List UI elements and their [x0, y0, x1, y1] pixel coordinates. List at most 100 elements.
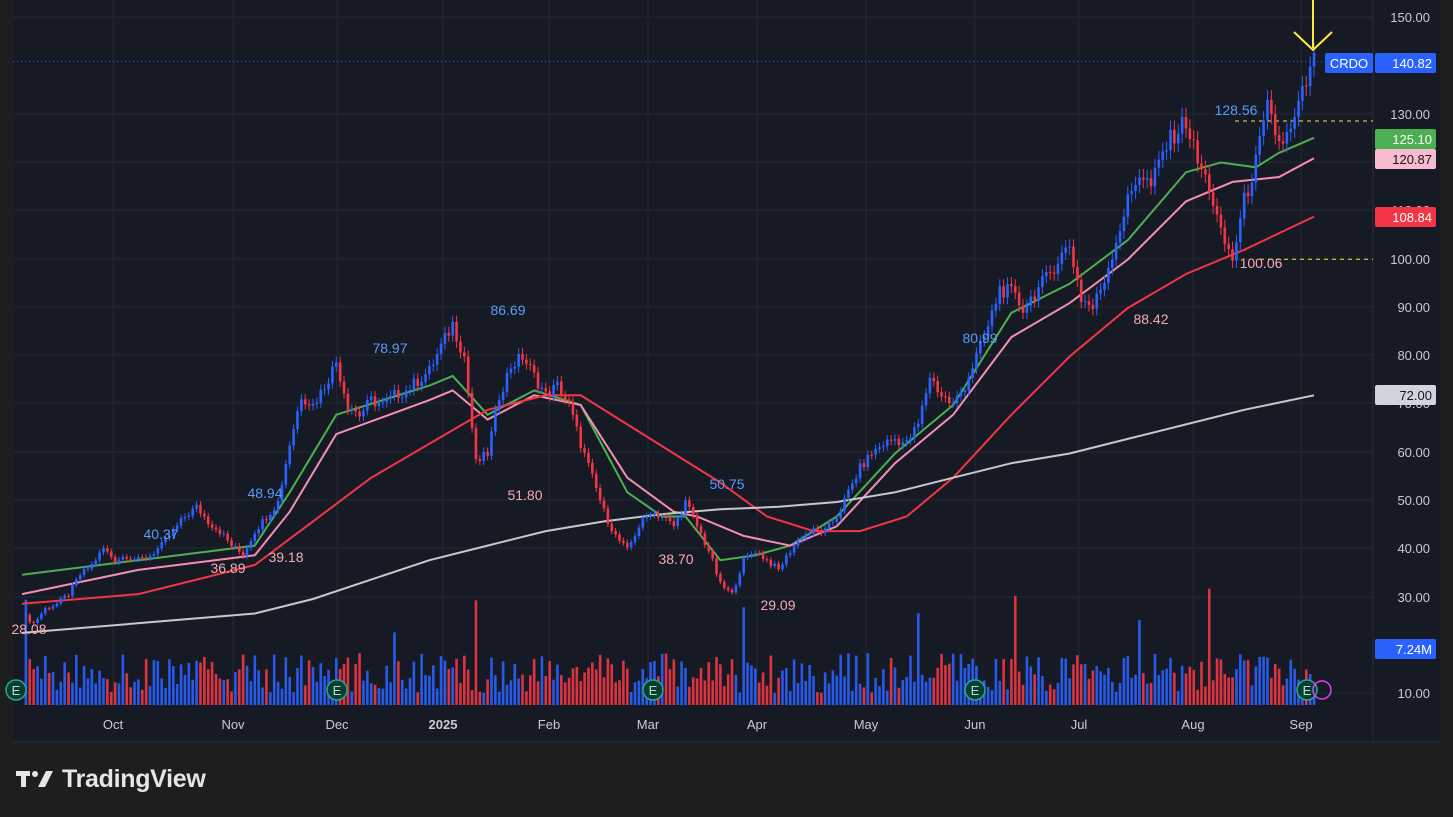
y-tick-label: 100.00 [1390, 252, 1430, 267]
candle-body [327, 383, 330, 390]
volume-bar [1211, 680, 1215, 705]
earnings-marker[interactable]: E [5, 679, 27, 701]
price-annotation-high: 86.69 [490, 302, 525, 318]
candle-body [622, 540, 625, 543]
candle-body [94, 560, 98, 565]
volume-bar [1235, 669, 1238, 705]
volume-bar [854, 655, 858, 705]
candle-body [816, 528, 819, 531]
volume-bar [672, 659, 676, 705]
candle-body [175, 525, 179, 530]
volume-bar [113, 682, 117, 705]
candle-body [1169, 129, 1172, 151]
candle-body [684, 500, 687, 514]
volume-bar [1192, 669, 1196, 705]
candle-body [1002, 286, 1005, 298]
volume-bar [986, 686, 990, 705]
volume-bar [932, 677, 936, 705]
candle-body [331, 366, 334, 384]
volume-bar [1223, 673, 1227, 705]
candlestick-chart[interactable]: 40.37 48.94 78.97 86.69 50.75 80.99 128.56 36.8… [0, 0, 1453, 750]
earnings-marker[interactable]: E [326, 679, 348, 701]
volume-bar [137, 679, 140, 705]
volume-bar [28, 658, 32, 705]
volume-bar [59, 681, 63, 705]
volume-bar [1091, 670, 1095, 705]
candle-body [121, 556, 125, 560]
volume-bar [377, 688, 381, 705]
candle-body [82, 568, 86, 576]
price-annotation-high: 48.94 [247, 485, 282, 501]
candle-body [944, 396, 947, 398]
volume-bar [940, 653, 943, 705]
candle-body [1087, 301, 1091, 305]
candle-body [51, 606, 55, 609]
volume-bar [1231, 677, 1234, 705]
volume-bar [397, 661, 400, 705]
volume-bar [746, 662, 749, 705]
volume-bar [536, 681, 540, 705]
tradingview-brand[interactable]: TradingView [16, 762, 206, 796]
candle-body [649, 515, 652, 517]
candle-body [230, 540, 233, 547]
earnings-marker[interactable]: E [642, 679, 664, 701]
candle-body [362, 410, 365, 417]
volume-bar [823, 672, 827, 705]
volume-bar [381, 688, 385, 705]
candle-body [544, 387, 548, 392]
candle-body [32, 622, 35, 624]
volume-bar [164, 687, 167, 705]
candle-body [509, 368, 513, 374]
candle-body [183, 516, 187, 519]
candle-body [804, 534, 808, 539]
volume-bar [556, 664, 559, 705]
candle-body [1033, 296, 1036, 301]
candle-body [1223, 227, 1227, 245]
candle-body [633, 536, 637, 543]
candle-body [1281, 141, 1285, 144]
volume-bar [1204, 686, 1207, 705]
candle-body [505, 373, 509, 392]
volume-bar [691, 677, 695, 705]
volume-bar [420, 653, 423, 705]
candle-body [358, 411, 361, 417]
volume-bar [1169, 657, 1172, 705]
volume-bar [668, 669, 672, 705]
volume-bar [734, 674, 738, 705]
candle-body [346, 393, 350, 410]
volume-bar [323, 676, 326, 705]
volume-bar [1064, 658, 1068, 705]
candle-body [726, 587, 730, 590]
volume-bar [148, 686, 152, 705]
volume-bar [486, 679, 489, 705]
candle-body [536, 372, 540, 389]
candle-body [1118, 231, 1122, 243]
candle-body [990, 310, 994, 327]
candle-body [373, 396, 377, 407]
volume-bar [234, 672, 237, 705]
volume-bar [1184, 673, 1188, 705]
volume-bar [428, 675, 431, 705]
candle-body [1219, 214, 1223, 228]
volume-bar [1122, 658, 1126, 705]
volume-bar [583, 672, 586, 705]
candle-body [106, 548, 109, 552]
earnings-marker[interactable]: E [964, 679, 986, 701]
volume-bar [1103, 674, 1106, 705]
candle-body [1258, 136, 1262, 155]
volume-bar [67, 672, 70, 705]
candle-body [1192, 139, 1196, 141]
candle-body [882, 446, 885, 448]
volume-bar [816, 692, 819, 705]
candle-body [862, 463, 866, 467]
earnings-marker[interactable]: E [1296, 679, 1318, 701]
candle-body [1013, 286, 1017, 293]
candle-body [265, 519, 268, 521]
candle-body [98, 552, 101, 561]
volume-bar [637, 680, 641, 705]
candle-body [377, 403, 381, 407]
volume-bar [719, 664, 722, 705]
candle-body [1312, 53, 1316, 67]
